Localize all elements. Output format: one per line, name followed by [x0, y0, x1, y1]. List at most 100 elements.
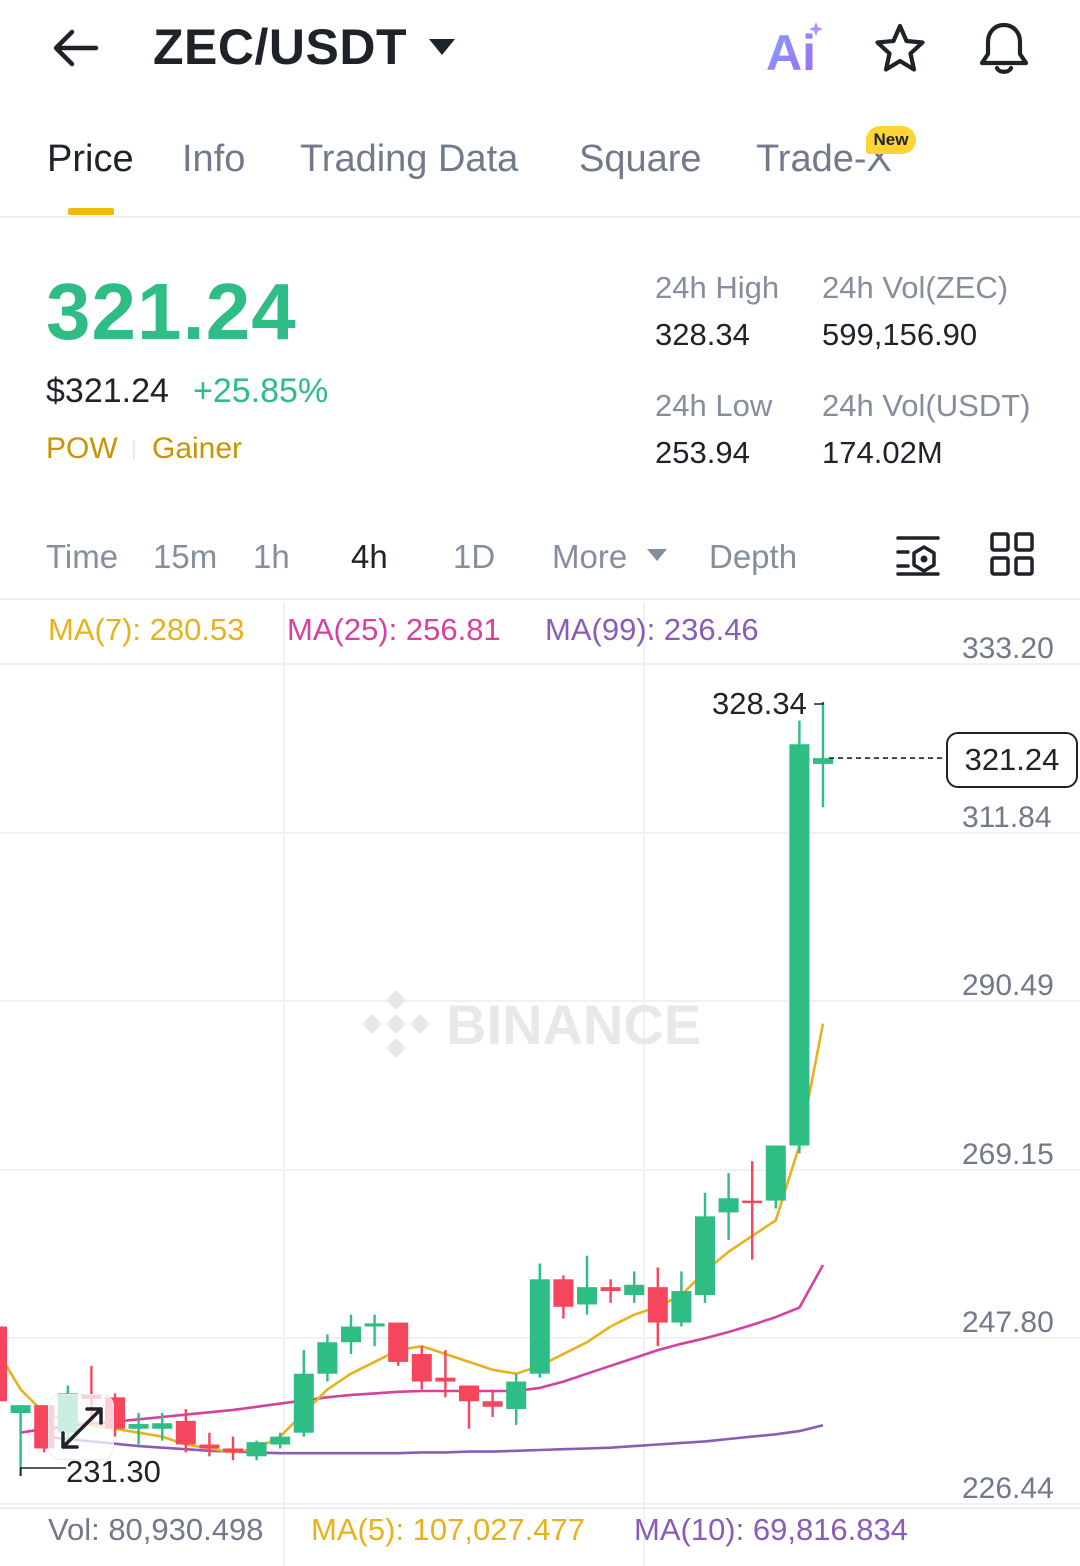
tab-trading-data[interactable]: Trading Data	[300, 138, 519, 180]
candle	[175, 1409, 196, 1453]
kline-chart[interactable]	[0, 602, 1080, 1566]
candle-body	[718, 1198, 739, 1213]
candle-body	[317, 1342, 338, 1374]
y-axis-label: 269.15	[962, 1138, 1054, 1171]
ma7-line	[0, 1023, 825, 1454]
tab-square[interactable]: Square	[579, 138, 702, 180]
stat-low-label: 24h Low	[655, 388, 773, 423]
more-caret-icon[interactable]	[646, 548, 668, 562]
candle-body	[529, 1279, 550, 1374]
candle	[600, 1279, 621, 1303]
ma25-line	[20, 1264, 825, 1434]
candle-body	[577, 1287, 597, 1305]
candle-body	[624, 1284, 645, 1296]
timeframe-15m[interactable]: 15m	[153, 538, 218, 575]
candle-body	[128, 1424, 149, 1429]
layout-grid-icon[interactable]	[990, 532, 1034, 576]
candle	[411, 1346, 432, 1390]
candle-body	[175, 1420, 196, 1445]
candle-body	[459, 1385, 479, 1402]
svg-text:BINANCE: BINANCE	[446, 993, 701, 1056]
stat-vol-quote-value: 174.02M	[822, 435, 943, 470]
active-tab-indicator	[68, 208, 114, 215]
timeframe-4h[interactable]: 4h	[351, 538, 388, 575]
back-arrow-icon[interactable]	[48, 22, 102, 74]
ma25-value: MA(25): 256.81	[287, 612, 501, 647]
candle-body	[789, 744, 810, 1146]
timeframe-1d[interactable]: 1D	[453, 538, 496, 575]
candle	[718, 1173, 739, 1240]
candle	[152, 1413, 173, 1441]
candle-body	[341, 1326, 361, 1343]
candle-body	[246, 1442, 267, 1457]
candle-body	[411, 1354, 432, 1382]
star-icon[interactable]	[872, 22, 928, 76]
expand-icon	[61, 1407, 103, 1449]
volume-ma10-value: MA(10): 69,816.834	[634, 1512, 909, 1547]
stat-vol-base-value: 599,156.90	[822, 317, 978, 352]
timeframe-time[interactable]: Time	[46, 538, 119, 575]
y-axis-label: 290.49	[962, 969, 1054, 1002]
candle	[270, 1432, 291, 1449]
candle-body	[223, 1448, 243, 1453]
ma99-path	[44, 1423, 824, 1455]
kline-svg[interactable]	[0, 602, 1080, 1566]
ai-icon[interactable]: Ai	[764, 22, 828, 76]
ma7-path	[0, 1023, 825, 1454]
stat-high-value: 328.34	[655, 317, 750, 352]
candle	[789, 720, 810, 1154]
timeframe-depth[interactable]: Depth	[709, 538, 798, 575]
tab-info[interactable]: Info	[182, 138, 246, 180]
candle-body	[364, 1323, 385, 1327]
candle-body	[765, 1145, 786, 1201]
candle	[506, 1373, 527, 1425]
candle-body	[482, 1401, 503, 1407]
candle	[0, 1326, 7, 1402]
candle	[364, 1314, 385, 1347]
candle	[459, 1385, 479, 1429]
candle-body	[388, 1322, 409, 1362]
tag-gainer[interactable]: Gainer	[152, 432, 243, 465]
candle	[742, 1161, 763, 1260]
timeframe-1h[interactable]: 1h	[253, 538, 290, 575]
candle	[765, 1145, 786, 1209]
candle-body	[506, 1381, 527, 1410]
y-axis-label: 226.44	[962, 1472, 1054, 1505]
candles	[0, 702, 833, 1476]
candle	[647, 1267, 668, 1347]
tag-pow[interactable]: POW	[46, 432, 118, 465]
timeframe-more[interactable]: More	[552, 538, 628, 575]
candle-body	[435, 1377, 456, 1382]
fullscreen-button[interactable]	[48, 1394, 114, 1460]
candle	[624, 1271, 645, 1303]
candle	[317, 1334, 338, 1382]
tab-price[interactable]: Price	[47, 138, 134, 180]
candle	[435, 1350, 456, 1398]
y-axis-label: 247.80	[962, 1306, 1054, 1339]
candle-body	[671, 1291, 692, 1323]
pair-selector[interactable]: ZEC/USDT	[153, 19, 407, 75]
ma7-value: MA(7): 280.53	[48, 612, 245, 647]
top-bar: ZEC/USDT Ai	[0, 0, 1080, 100]
volume-value: Vol: 80,930.498	[48, 1512, 264, 1547]
candle	[246, 1440, 267, 1461]
candle	[482, 1389, 503, 1417]
candle	[529, 1263, 550, 1378]
bell-icon[interactable]	[976, 20, 1032, 76]
svg-text:Ai: Ai	[766, 25, 816, 76]
candle	[553, 1275, 574, 1319]
main-tabs: Price Info Trading Data Square Trade-X	[0, 120, 1080, 218]
ma25-path	[20, 1264, 825, 1434]
ma99-line	[44, 1423, 824, 1455]
volume-ma5-value: MA(5): 107,027.477	[311, 1512, 586, 1547]
candle	[813, 702, 833, 808]
binance-watermark: BINANCE	[362, 990, 701, 1058]
dropdown-caret-icon[interactable]	[428, 38, 456, 56]
stat-high-label: 24h High	[655, 270, 780, 305]
current-price-tag[interactable]: 321.24	[946, 732, 1078, 788]
chart-settings-icon[interactable]	[894, 532, 942, 578]
candle	[671, 1271, 692, 1327]
new-badge: New	[866, 126, 916, 154]
high-price-marker: 328.34	[712, 686, 807, 721]
stat-vol-base-label: 24h Vol(ZEC)	[822, 270, 1009, 305]
